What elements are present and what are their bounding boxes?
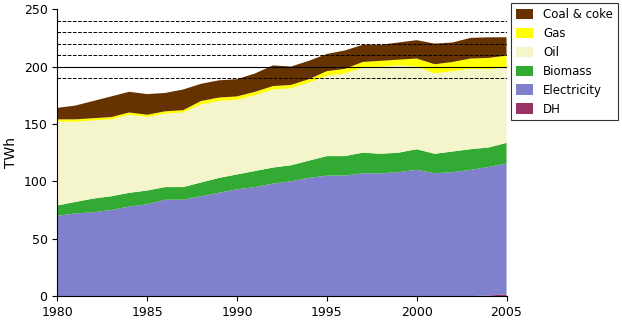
Y-axis label: TWh: TWh <box>4 137 18 168</box>
Legend: Coal & coke, Gas, Oil, Biomass, Electricity, DH: Coal & coke, Gas, Oil, Biomass, Electric… <box>511 4 618 120</box>
